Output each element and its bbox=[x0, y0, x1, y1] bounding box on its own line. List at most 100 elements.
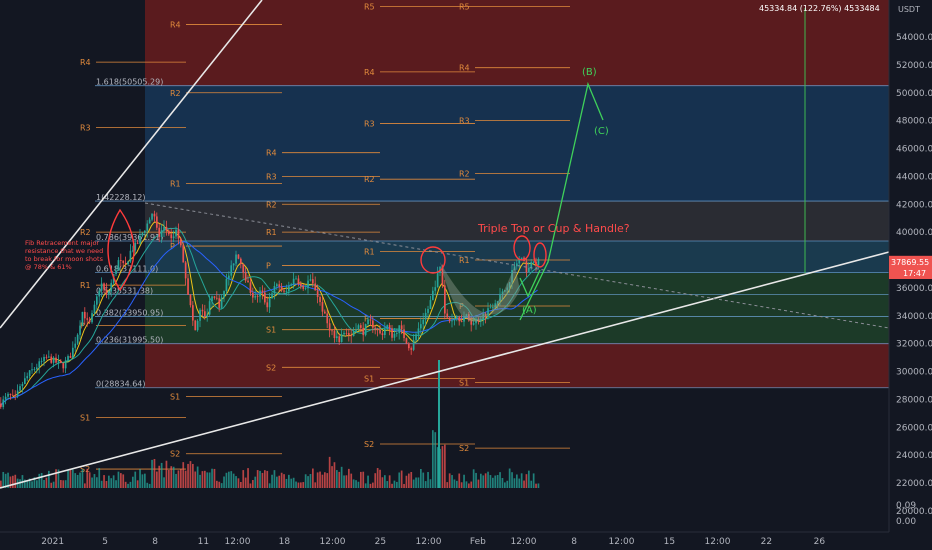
candle-body bbox=[436, 273, 439, 288]
volume-bar bbox=[122, 474, 125, 488]
volume-bar bbox=[81, 469, 84, 488]
red-zone-bottom bbox=[145, 343, 889, 388]
volume-bar bbox=[62, 480, 65, 488]
candle-body bbox=[12, 394, 14, 396]
time-tick-label: 8 bbox=[571, 537, 577, 547]
candle-body bbox=[328, 323, 331, 331]
candle-body bbox=[362, 327, 365, 336]
volume-bar bbox=[110, 478, 113, 488]
volume-bar bbox=[396, 481, 398, 488]
pivot-label: P bbox=[459, 302, 464, 311]
volume-bar bbox=[204, 470, 206, 488]
time-axis-labels: 2021 5 8 11 12:00 18 12:00 25 12:00 Feb 12:00 8 12:0… bbox=[41, 537, 825, 547]
candle-body bbox=[240, 258, 242, 264]
price-tick-label: 0.00 bbox=[896, 517, 916, 527]
candle-body bbox=[62, 363, 65, 369]
volume-bar bbox=[96, 477, 98, 488]
volume-bar bbox=[206, 472, 209, 488]
volume-bar bbox=[338, 471, 341, 488]
candle-body bbox=[434, 287, 437, 291]
volume-bar bbox=[307, 476, 309, 488]
pivot-label: S2 bbox=[364, 440, 374, 449]
candle-body bbox=[278, 284, 281, 287]
candle-body bbox=[297, 278, 300, 284]
volume-bar bbox=[148, 483, 151, 488]
volume-bar bbox=[336, 470, 338, 488]
candle-body bbox=[499, 293, 501, 302]
candle-body bbox=[357, 325, 360, 330]
volume-bar bbox=[151, 459, 153, 488]
rising-trendline-upper[interactable] bbox=[0, 0, 263, 329]
volume-bar bbox=[98, 468, 101, 488]
volume-bar bbox=[518, 478, 521, 488]
volume-bar bbox=[309, 474, 312, 488]
candle-body bbox=[232, 263, 235, 266]
candle-body bbox=[324, 311, 326, 314]
candle-body bbox=[74, 343, 77, 348]
wave-path[interactable] bbox=[519, 81, 604, 321]
volume-bar bbox=[302, 482, 305, 488]
candle-body bbox=[261, 290, 264, 293]
fib-level-label: 1.618(50505.29) bbox=[96, 78, 163, 87]
volume-bar bbox=[477, 479, 480, 488]
volume-bar bbox=[420, 469, 422, 488]
fib-level-label: 0.618(37111.0) bbox=[96, 264, 158, 273]
top-circle-3 bbox=[533, 242, 547, 268]
volume-bar bbox=[441, 446, 444, 488]
price-tick-label: 40000.00 bbox=[896, 228, 932, 238]
fib-level-label: 1(42228.12) bbox=[96, 193, 146, 202]
cup-shape[interactable] bbox=[440, 262, 520, 322]
candle-body bbox=[528, 268, 530, 273]
candle-body bbox=[326, 313, 329, 324]
pivot-label: P bbox=[170, 242, 175, 251]
candle-body bbox=[60, 360, 62, 364]
volume-bar bbox=[230, 471, 233, 488]
volume-bar bbox=[439, 448, 441, 488]
candle-body bbox=[194, 320, 197, 331]
volume-bar bbox=[180, 469, 182, 488]
candle-body bbox=[177, 229, 180, 239]
volume-bar bbox=[268, 483, 271, 488]
volume-bar bbox=[208, 472, 211, 488]
candle-body bbox=[273, 285, 276, 294]
volume-bar bbox=[256, 470, 259, 488]
pivot-label: S2 bbox=[80, 465, 90, 474]
fib-level-label: 0(28834.64) bbox=[96, 380, 146, 389]
pivot-label: P bbox=[364, 315, 369, 324]
time-tick-label: 12:00 bbox=[320, 537, 346, 547]
candle-body bbox=[516, 263, 518, 267]
wave-b-label: (B) bbox=[582, 67, 597, 78]
price-tick-label: 0.09 bbox=[896, 501, 916, 511]
candle-body bbox=[292, 278, 295, 285]
candle-body bbox=[492, 307, 494, 308]
pivot-label: R2 bbox=[80, 228, 91, 237]
fib-retracement[interactable]: 1.618(50505.29) 1(42228.12) 0.786(39361.91… bbox=[95, 78, 889, 389]
volume-bar bbox=[429, 479, 432, 488]
time-axis[interactable] bbox=[0, 532, 932, 550]
volume-bar bbox=[182, 462, 185, 488]
candle-body bbox=[220, 297, 223, 308]
candle-body bbox=[165, 226, 168, 231]
volume-bar bbox=[2, 471, 5, 488]
volume-bar bbox=[424, 481, 427, 488]
pivot-label: R4 bbox=[364, 68, 375, 77]
volume-bar bbox=[312, 468, 314, 488]
candle-body bbox=[187, 278, 189, 295]
candle-body bbox=[21, 383, 24, 387]
pivot-label: R1 bbox=[266, 228, 277, 237]
candle-body bbox=[307, 280, 309, 289]
candle-body bbox=[81, 311, 84, 326]
candle-body bbox=[463, 316, 465, 322]
time-tick-label: 18 bbox=[279, 537, 291, 547]
volume-bar bbox=[295, 481, 297, 488]
price-tick-label: 42000.00 bbox=[896, 200, 932, 210]
candle-body bbox=[290, 284, 293, 286]
countdown-value: 17:47 bbox=[903, 269, 926, 278]
candle-body bbox=[237, 254, 240, 259]
candle-body bbox=[91, 313, 93, 323]
candle-body bbox=[122, 260, 125, 263]
volume-bar bbox=[9, 476, 12, 488]
volume-bar bbox=[384, 475, 386, 488]
rising-trendline-lower[interactable] bbox=[0, 251, 890, 489]
